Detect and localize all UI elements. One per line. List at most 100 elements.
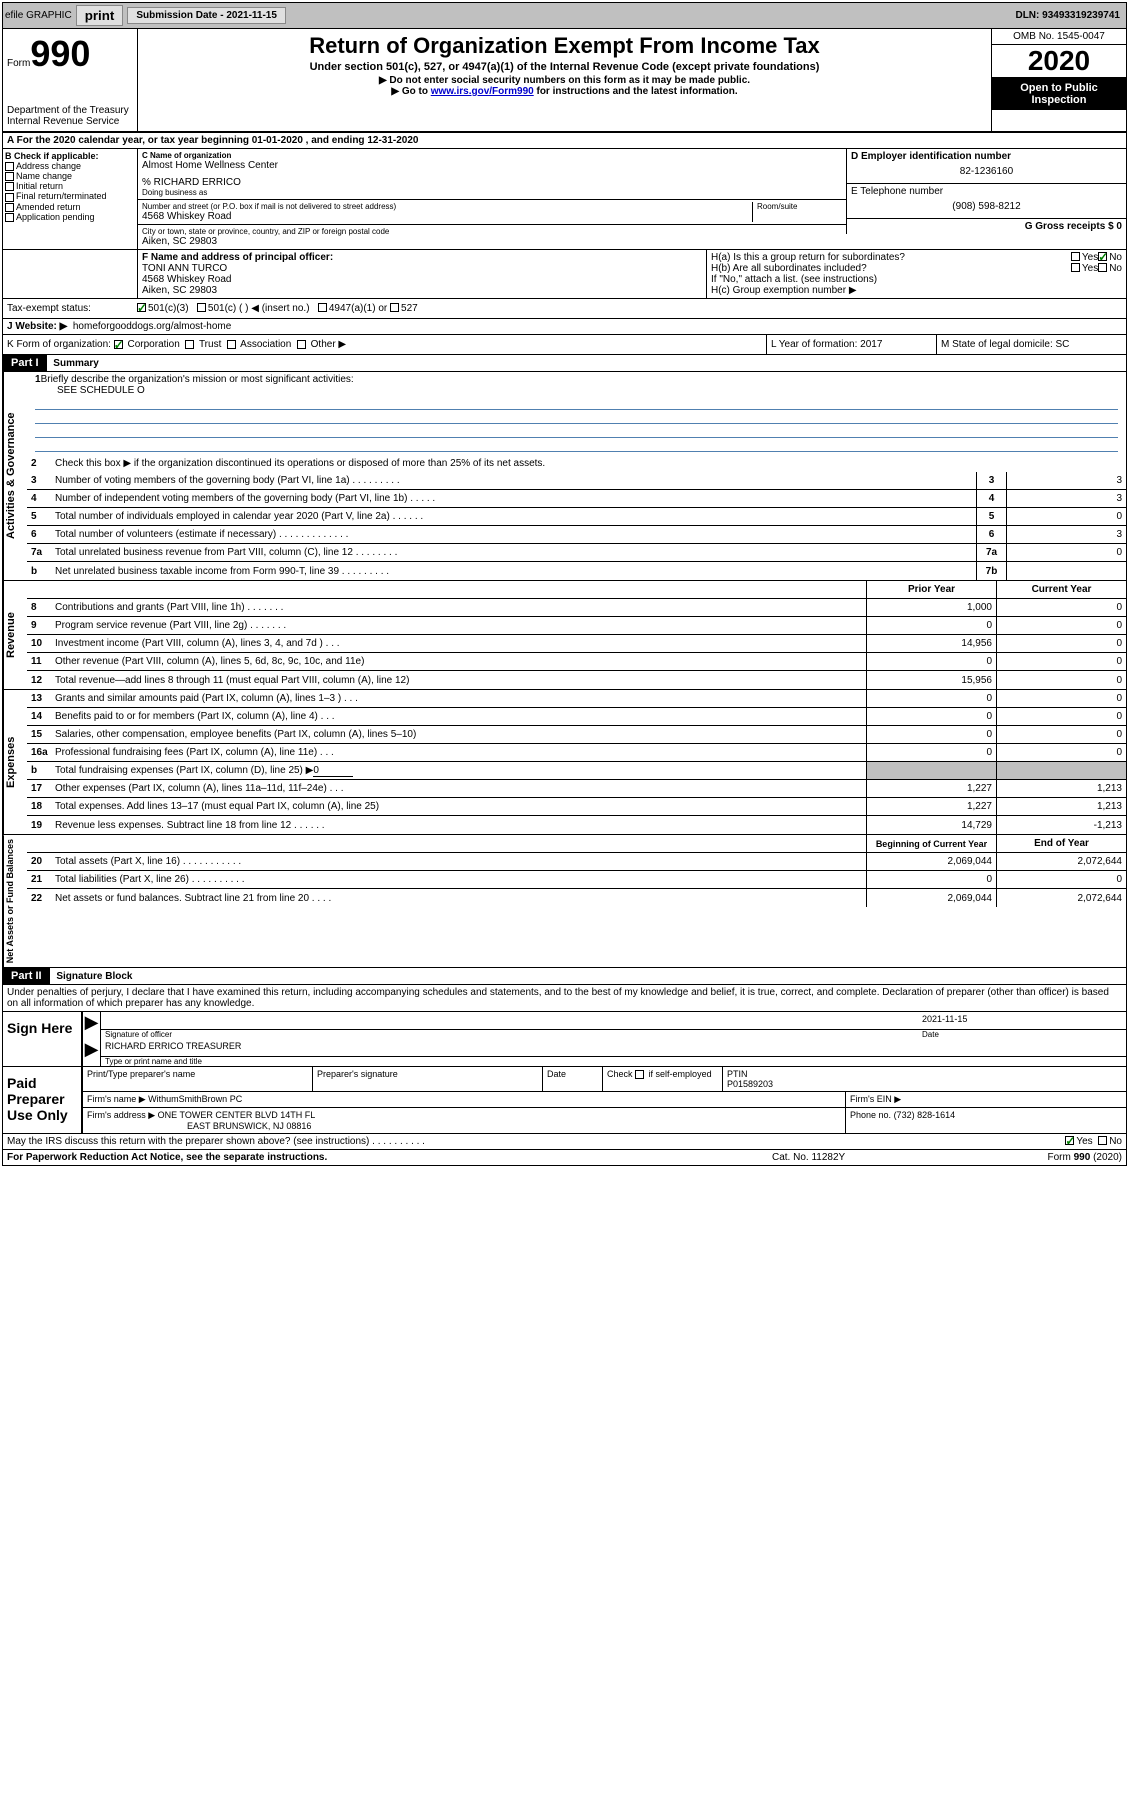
501c3-checkbox[interactable]	[137, 303, 146, 312]
501c-checkbox[interactable]	[197, 303, 206, 312]
l19-prior: 14,729	[866, 816, 996, 834]
vert-rev: Revenue	[3, 581, 18, 689]
sign-here-block: Sign Here ▶ 2021-11-15 Signature of offi…	[3, 1012, 1126, 1067]
l3-text: Number of voting members of the governin…	[53, 473, 976, 488]
address-change-checkbox[interactable]	[5, 162, 14, 171]
top-toolbar: efile GRAPHIC print Submission Date - 20…	[3, 3, 1126, 29]
ha-no-checkbox[interactable]	[1098, 252, 1107, 261]
name-arrow-icon: ▶	[83, 1039, 101, 1066]
dba-label: Doing business as	[142, 188, 842, 197]
final-return-checkbox[interactable]	[5, 193, 14, 202]
4947-checkbox[interactable]	[318, 303, 327, 312]
dept-treasury: Department of the Treasury	[7, 105, 133, 116]
l10-prior: 14,956	[866, 635, 996, 652]
l15-prior: 0	[866, 726, 996, 743]
firm-ein-cell: Firm's EIN ▶	[846, 1092, 1126, 1107]
goto-prefix: ▶ Go to	[391, 86, 430, 97]
street-address: 4568 Whiskey Road	[142, 211, 752, 222]
l21-curr: 0	[996, 871, 1126, 888]
other-checkbox[interactable]	[297, 340, 306, 349]
l16b-text: Total fundraising expenses (Part IX, col…	[53, 763, 866, 779]
l17-text: Other expenses (Part IX, column (A), lin…	[53, 781, 866, 796]
trust-checkbox[interactable]	[185, 340, 194, 349]
hb-note: If "No," attach a list. (see instruction…	[711, 274, 1122, 285]
tax-exempt-row: Tax-exempt status: 501(c)(3) 501(c) ( ) …	[3, 299, 1126, 319]
name-change-checkbox[interactable]	[5, 172, 14, 181]
ha-label: H(a) Is this a group return for subordin…	[711, 252, 1071, 263]
l7a-val: 0	[1006, 544, 1126, 561]
other-label: Other ▶	[311, 339, 346, 350]
city-state-zip: Aiken, SC 29803	[142, 236, 842, 247]
l13-prior: 0	[866, 690, 996, 707]
initial-return-checkbox[interactable]	[5, 182, 14, 191]
form-header: Form990 Department of the Treasury Inter…	[3, 29, 1126, 133]
part1-badge: Part I	[3, 355, 47, 371]
l7b-val	[1006, 562, 1126, 580]
activities-governance: Activities & Governance 1Briefly describ…	[3, 372, 1126, 581]
firm-addr-cell: Firm's address ▶ ONE TOWER CENTER BLVD 1…	[83, 1108, 846, 1133]
discuss-no-checkbox[interactable]	[1098, 1136, 1107, 1145]
print-button[interactable]: print	[76, 5, 124, 26]
sign-here-label: Sign Here	[3, 1012, 83, 1066]
ptin-cell: PTINP01589203	[723, 1067, 1126, 1091]
l21-text: Total liabilities (Part X, line 26) . . …	[53, 872, 866, 887]
yes-label-2: Yes	[1082, 263, 1098, 274]
assoc-checkbox[interactable]	[227, 340, 236, 349]
revenue-section: Revenue Prior YearCurrent Year 8Contribu…	[3, 581, 1126, 690]
discuss-yes-label: Yes	[1076, 1136, 1092, 1147]
application-pending-checkbox[interactable]	[5, 213, 14, 222]
l4-val: 3	[1006, 490, 1126, 507]
net-assets-section: Net Assets or Fund Balances Beginning of…	[3, 835, 1126, 968]
l13-curr: 0	[996, 690, 1126, 707]
l4-text: Number of independent voting members of …	[53, 491, 976, 506]
501c3-label: 501(c)(3)	[148, 303, 189, 314]
vert-gov: Activities & Governance	[3, 372, 18, 580]
l1-value: SEE SCHEDULE O	[31, 385, 1122, 396]
tax-exempt-label: Tax-exempt status:	[7, 303, 137, 314]
amended-return-checkbox[interactable]	[5, 203, 14, 212]
form990-link[interactable]: www.irs.gov/Form990	[431, 86, 534, 97]
l20-curr: 2,072,644	[996, 853, 1126, 870]
part2-badge: Part II	[3, 968, 50, 984]
l16a-curr: 0	[996, 744, 1126, 761]
527-checkbox[interactable]	[390, 303, 399, 312]
l12-prior: 15,956	[866, 671, 996, 689]
l11-curr: 0	[996, 653, 1126, 670]
phone-label: E Telephone number	[851, 186, 1122, 197]
corp-checkbox[interactable]	[114, 340, 123, 349]
l19-curr: -1,213	[996, 816, 1126, 834]
l18-text: Total expenses. Add lines 13–17 (must eq…	[53, 799, 866, 814]
org-name: Almost Home Wellness Center	[142, 160, 842, 171]
ha-yes-checkbox[interactable]	[1071, 252, 1080, 261]
l2-text: Check this box ▶ if the organization dis…	[53, 456, 1126, 471]
l17-prior: 1,227	[866, 780, 996, 797]
l17-curr: 1,213	[996, 780, 1126, 797]
name-change-label: Name change	[16, 171, 72, 181]
initial-return-label: Initial return	[16, 181, 63, 191]
no-label: No	[1109, 252, 1122, 263]
box-c: C Name of organization Almost Home Welln…	[138, 149, 846, 249]
l7b-text: Net unrelated business taxable income fr…	[53, 564, 976, 579]
hb-no-checkbox[interactable]	[1098, 263, 1107, 272]
l8-text: Contributions and grants (Part VIII, lin…	[53, 600, 866, 615]
section-f-h: F Name and address of principal officer:…	[3, 250, 1126, 299]
ein-label: D Employer identification number	[851, 151, 1122, 162]
l16b-prior-gray	[866, 762, 996, 779]
hb-yes-checkbox[interactable]	[1071, 263, 1080, 272]
application-pending-label: Application pending	[16, 212, 95, 222]
prior-year-hdr: Prior Year	[866, 581, 996, 598]
discuss-yes-checkbox[interactable]	[1065, 1136, 1074, 1145]
yes-label: Yes	[1082, 252, 1098, 263]
l13-text: Grants and similar amounts paid (Part IX…	[53, 691, 866, 706]
l9-text: Program service revenue (Part VIII, line…	[53, 618, 866, 633]
self-employed-checkbox[interactable]	[635, 1070, 644, 1079]
efile-label: efile GRAPHIC	[5, 10, 72, 21]
ssn-warning: ▶ Do not enter social security numbers o…	[142, 75, 987, 86]
corp-label: Corporation	[128, 339, 180, 350]
sig-arrow-icon: ▶	[83, 1012, 101, 1039]
prep-date-hdr: Date	[543, 1067, 603, 1091]
prep-selfemp: Check if self-employed	[603, 1067, 723, 1091]
line-a: A For the 2020 calendar year, or tax yea…	[3, 133, 1126, 149]
form-label: Form	[7, 58, 30, 69]
ein-value: 82-1236160	[851, 162, 1122, 181]
